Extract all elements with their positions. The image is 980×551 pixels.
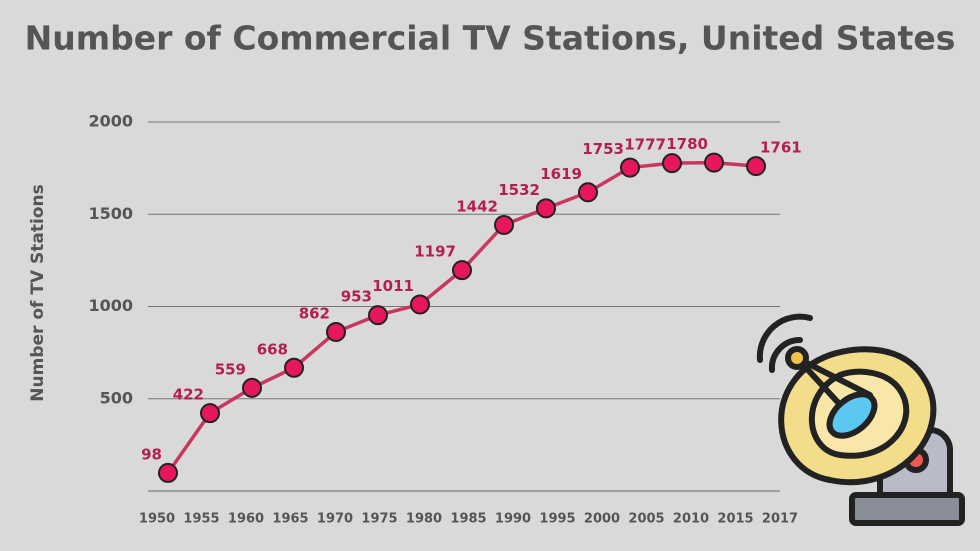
- x-tick-label: 2010: [673, 512, 709, 527]
- data-label: 559: [215, 360, 246, 378]
- y-tick-label: 2000: [88, 112, 133, 131]
- data-point: [452, 260, 472, 281]
- y-tick-label: 1000: [88, 296, 133, 315]
- x-tick-label: 2005: [628, 512, 664, 527]
- x-tick-label: 2015: [717, 512, 753, 527]
- data-label: 1442: [456, 197, 498, 215]
- data-point: [578, 182, 598, 203]
- data-point: [620, 157, 640, 178]
- data-point: [242, 377, 262, 398]
- data-label: 862: [299, 304, 330, 322]
- data-label: 1777: [624, 136, 666, 154]
- x-tick-label: 1970: [317, 512, 353, 527]
- data-point: [536, 198, 556, 219]
- data-point: [662, 153, 682, 174]
- data-label: 98: [141, 445, 162, 463]
- data-point: [494, 214, 514, 235]
- x-tick-label: 2017: [762, 512, 798, 527]
- x-tick-label: 1990: [495, 512, 531, 527]
- x-tick-label: 2000: [584, 512, 620, 527]
- satellite-icon: [756, 313, 965, 526]
- data-point: [200, 403, 220, 424]
- data-point: [284, 357, 304, 378]
- data-label: 1532: [498, 181, 540, 199]
- data-label: 422: [173, 386, 204, 404]
- x-tick-label: 1975: [361, 512, 397, 527]
- data-label: 668: [257, 340, 288, 358]
- data-label: 1197: [414, 243, 456, 261]
- x-tick-label: 1985: [450, 512, 486, 527]
- data-point: [158, 462, 178, 483]
- y-tick-label: 500: [100, 388, 133, 407]
- data-point: [410, 294, 430, 315]
- data-label: 1780: [666, 135, 708, 153]
- x-tick-label: 1965: [272, 512, 308, 527]
- data-label: 1761: [760, 139, 802, 157]
- data-label: 1619: [540, 165, 582, 183]
- x-tick-label: 1960: [228, 512, 264, 527]
- data-label: 1011: [372, 277, 414, 295]
- x-tick-label: 1995: [539, 512, 575, 527]
- y-tick-label: 1500: [88, 204, 133, 223]
- x-tick-label: 1955: [183, 512, 219, 527]
- data-label: 953: [341, 288, 372, 306]
- chart-title: Number of Commercial TV Stations, United…: [25, 19, 956, 58]
- x-tick-label: 1950: [139, 512, 175, 527]
- data-point: [326, 321, 346, 342]
- data-label: 1753: [582, 140, 624, 158]
- y-axis-label: Number of TV Stations: [28, 184, 48, 401]
- x-tick-label: 1980: [406, 512, 442, 527]
- data-point: [746, 156, 766, 177]
- data-point: [704, 152, 724, 173]
- data-point: [368, 305, 388, 326]
